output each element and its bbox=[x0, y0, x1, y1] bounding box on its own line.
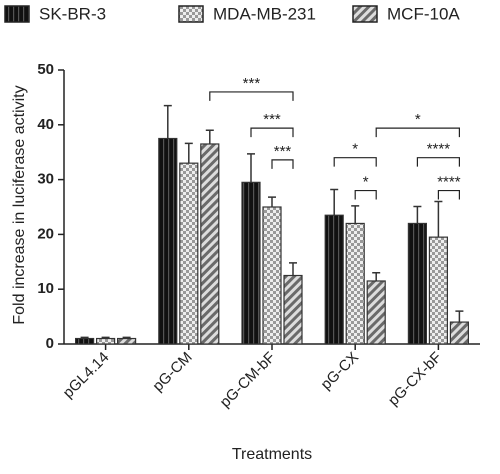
error-bar bbox=[330, 188, 339, 216]
y-tick-label: 50 bbox=[37, 61, 54, 78]
significance-bracket bbox=[437, 189, 460, 200]
significance-bracket bbox=[375, 127, 460, 138]
bar bbox=[449, 321, 469, 345]
significance-label: **** bbox=[427, 141, 451, 158]
significance-bracket bbox=[416, 157, 460, 167]
bar bbox=[428, 236, 448, 345]
x-axis-title: Treatments bbox=[232, 446, 312, 463]
y-tick-label: 30 bbox=[37, 171, 54, 188]
bar bbox=[324, 214, 344, 345]
bar bbox=[262, 206, 282, 345]
bar bbox=[283, 274, 303, 345]
x-tick-label: pG-CM-bF bbox=[217, 349, 279, 411]
error-bar bbox=[455, 310, 464, 323]
legend-label: MDA-MB-231 bbox=[213, 4, 316, 23]
error-bar bbox=[372, 272, 381, 281]
x-tick-label: pGL4.14 bbox=[60, 349, 113, 402]
significance-label: *** bbox=[263, 111, 281, 128]
significance-label: *** bbox=[243, 75, 261, 92]
significance-label: * bbox=[415, 111, 421, 128]
error-bar bbox=[247, 153, 255, 183]
bar bbox=[158, 137, 178, 345]
legend-swatch bbox=[4, 5, 30, 23]
x-tick-label: pG-CX-bF bbox=[385, 349, 445, 409]
x-tick-label: pG-CM bbox=[149, 349, 195, 395]
y-tick-label: 40 bbox=[37, 116, 54, 133]
bar bbox=[95, 337, 116, 345]
error-bar bbox=[80, 336, 89, 339]
error-bar bbox=[351, 205, 360, 224]
bar bbox=[366, 280, 386, 345]
error-bar bbox=[101, 336, 110, 339]
legend-label: SK-BR-3 bbox=[39, 4, 106, 23]
significance-bracket bbox=[333, 157, 377, 167]
error-bar bbox=[163, 104, 172, 139]
bar bbox=[74, 337, 95, 345]
significance-bracket bbox=[209, 91, 294, 101]
bar bbox=[407, 222, 427, 345]
bar bbox=[116, 337, 137, 345]
significance-label: **** bbox=[437, 174, 461, 191]
legend-label: MCF-10A bbox=[387, 4, 460, 23]
error-bar bbox=[122, 336, 131, 339]
significance-label: * bbox=[363, 174, 369, 191]
error-bar bbox=[205, 129, 214, 144]
bar bbox=[200, 143, 220, 345]
legend-swatch bbox=[178, 5, 204, 23]
bar bbox=[241, 181, 261, 345]
y-tick-label: 0 bbox=[46, 335, 54, 352]
significance-bracket bbox=[271, 159, 294, 169]
error-bar bbox=[268, 196, 276, 207]
y-tick-label: 10 bbox=[37, 280, 54, 297]
bar bbox=[179, 162, 199, 345]
significance-bracket bbox=[250, 127, 294, 138]
error-bar bbox=[289, 262, 297, 276]
significance-label: *** bbox=[274, 143, 292, 160]
x-tick-label: pG-CX bbox=[318, 349, 362, 393]
error-bar bbox=[184, 142, 193, 164]
y-axis-title: Fold increase in luciferase activity bbox=[11, 85, 28, 324]
significance-label: * bbox=[352, 141, 358, 158]
error-bar bbox=[434, 200, 443, 238]
significance-bracket bbox=[354, 189, 377, 200]
legend-swatch bbox=[352, 5, 378, 23]
y-tick-label: 20 bbox=[37, 225, 54, 242]
bar bbox=[345, 222, 365, 345]
error-bar bbox=[413, 205, 422, 224]
